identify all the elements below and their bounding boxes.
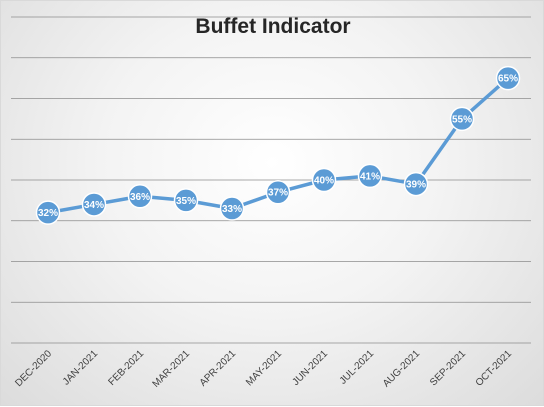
x-tick-label-jul-2021: JUL-2021 [338, 348, 377, 387]
markers: 32% 34% 36% 35% 33% 37% 40% 41% 39% 55% 65% [35, 65, 521, 225]
data-point-feb-2021[interactable] [127, 184, 153, 209]
data-point-jan-2021[interactable] [81, 192, 107, 217]
gridlines [11, 16, 531, 344]
data-label-jul-2021: 41% [360, 171, 380, 182]
data-point-oct-2021[interactable] [495, 65, 521, 91]
x-tick-label-mar-2021: MAR-2021 [151, 348, 193, 390]
data-label-feb-2021: 36% [130, 192, 150, 203]
data-point-apr-2021[interactable] [219, 196, 245, 221]
data-label-jan-2021: 34% [84, 200, 104, 211]
data-point-sep-2021[interactable] [449, 106, 475, 132]
x-tick-label-may-2021: MAY-2021 [244, 348, 284, 388]
data-point-aug-2021[interactable] [403, 171, 429, 197]
data-label-apr-2021: 33% [222, 204, 242, 215]
data-label-jun-2021: 40% [314, 176, 334, 187]
x-tick-label-jan-2021: JAN-2021 [61, 348, 101, 388]
data-point-may-2021[interactable] [265, 179, 291, 205]
x-tick-label-jun-2021: JUN-2021 [291, 348, 331, 388]
data-label-oct-2021: 65% [498, 74, 518, 85]
data-label-aug-2021: 39% [406, 180, 426, 191]
x-tick-label-feb-2021: FEB-2021 [107, 348, 147, 388]
x-tick-label-oct-2021: OCT-2021 [474, 348, 515, 389]
x-tick-label-apr-2021: APR-2021 [198, 348, 239, 389]
data-label-may-2021: 37% [268, 188, 288, 199]
data-point-jul-2021[interactable] [357, 163, 383, 189]
x-tick-label-aug-2021: AUG-2021 [381, 348, 422, 389]
data-label-mar-2021: 35% [176, 196, 196, 207]
x-tick-label-sep-2021: SEP-2021 [428, 348, 468, 388]
data-point-mar-2021[interactable] [173, 188, 199, 213]
x-tick-label-dec-2020: DEC-2020 [13, 348, 54, 389]
data-point-jun-2021[interactable] [311, 167, 337, 193]
x-axis-tick-labels: DEC-2020 JAN-2021 FEB-2021 MAR-2021 APR-2021… [13, 348, 514, 390]
chart-title: Buffet Indicator [195, 15, 351, 38]
data-point-dec-2020[interactable] [35, 200, 61, 225]
data-label-sep-2021: 55% [452, 114, 472, 125]
data-label-dec-2020: 32% [38, 208, 58, 219]
